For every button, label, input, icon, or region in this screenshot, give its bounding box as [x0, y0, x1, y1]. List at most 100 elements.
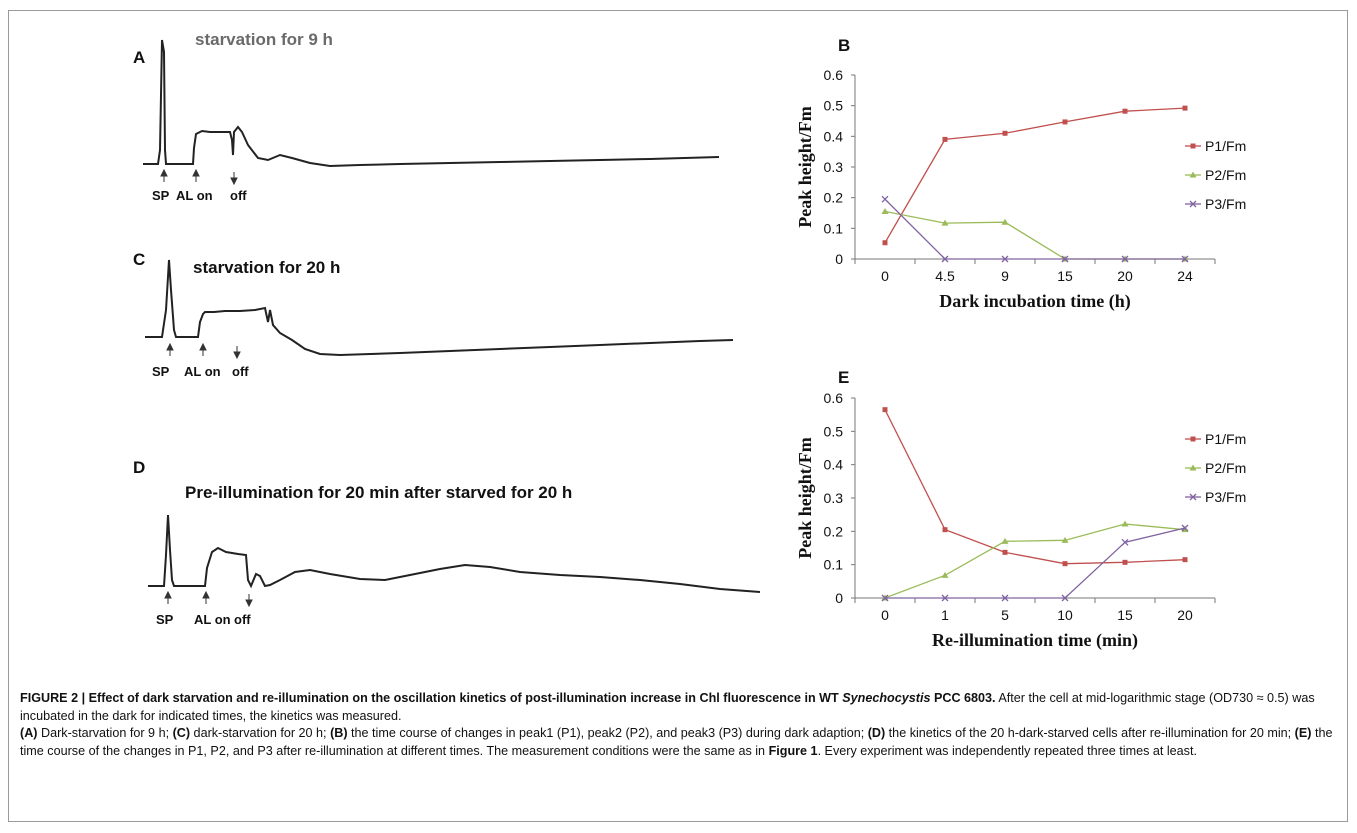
- legend-marker: [1189, 200, 1197, 208]
- y-tick-label: 0.3: [824, 490, 844, 506]
- caption-text-end: . Every experiment was independently rep…: [817, 743, 1197, 758]
- y-axis-title: Peak height/Fm: [795, 437, 815, 559]
- y-tick-label: 0.6: [824, 390, 844, 406]
- caption-text-a: Dark-starvation for 9 h;: [37, 726, 173, 740]
- data-point-p3-fm: [1061, 255, 1069, 263]
- y-tick-label: 0.2: [824, 523, 844, 539]
- y-tick-label: 0: [835, 590, 843, 606]
- fluorescence-trace-d: [148, 514, 761, 593]
- data-point-p1-fm: [1182, 105, 1188, 111]
- figure-frame: [8, 10, 1348, 822]
- series-line-p1-fm: [884, 409, 1186, 565]
- panel-d-trace: SP AL on off: [148, 514, 761, 627]
- data-point-p1-fm: [1002, 549, 1008, 555]
- marker-arrows-c: [166, 342, 241, 360]
- marker-off-d: off: [234, 612, 251, 627]
- chart-e-svg: 00.10.20.30.40.50.60 1 5 10 15 20Re-illuminat…: [795, 390, 1246, 651]
- x-axis-title: Dark incubation time (h): [939, 291, 1131, 312]
- series-line-p2-fm: [884, 210, 1185, 260]
- x-tick-label: 5: [1001, 607, 1009, 623]
- caption-figure-ref: Figure 1: [768, 743, 818, 758]
- x-tick-label: 24: [1177, 268, 1193, 284]
- x-axis-title: Re-illumination time (min): [932, 630, 1138, 651]
- legend-label: P2/Fm: [1205, 460, 1246, 476]
- panel-c-trace: SP AL on off: [145, 259, 734, 379]
- x-tick-label: 15: [1057, 268, 1073, 284]
- y-tick-label: 0.5: [824, 423, 844, 439]
- panel-letter-e: E: [838, 368, 850, 387]
- data-point-p1-fm: [1122, 108, 1128, 114]
- legend-label: P1/Fm: [1205, 431, 1246, 447]
- legend-marker: [1189, 464, 1197, 471]
- panel-letter-d: D: [133, 458, 146, 477]
- x-tick-label: 20: [1177, 607, 1193, 623]
- caption-ref-a: (A): [20, 726, 38, 740]
- data-point-p3-fm: [881, 594, 889, 602]
- legend-marker: [1189, 493, 1197, 501]
- y-tick-label: 0.1: [824, 220, 844, 236]
- data-point-p3-fm: [881, 195, 889, 203]
- data-point-p3-fm: [1001, 255, 1009, 263]
- data-point-p3-fm: [1061, 594, 1069, 602]
- series-line-p3-fm: [885, 527, 1186, 599]
- chart-b: 0 0.1 0.2 0.3 0.4 0.5 0.6 0 4.5 9 15 20 24 Dark incub…: [780, 60, 1300, 345]
- panel-a-title: starvation for 9 h: [195, 30, 333, 49]
- series-line-p3-fm: [884, 198, 1185, 260]
- marker-arrows-a: [160, 168, 238, 186]
- data-point-p3-fm: [941, 255, 949, 263]
- data-point-p3-fm: [1181, 255, 1189, 263]
- caption-text-b: the time course of changes in peak1 (P1)…: [347, 726, 868, 740]
- marker-sp-d: SP: [156, 612, 174, 627]
- panel-letter-c: C: [133, 250, 146, 269]
- caption-ref-e: (E): [1294, 726, 1312, 740]
- data-point-p2-fm: [941, 219, 949, 226]
- legend-label: P2/Fm: [1205, 167, 1246, 183]
- x-tick-label: 0: [881, 268, 889, 284]
- marker-off-a: off: [230, 188, 247, 203]
- caption-text-d: the kinetics of the 20 h-dark-starved ce…: [885, 726, 1295, 740]
- legend-marker: [1189, 171, 1197, 178]
- legend-label: P3/Fm: [1205, 196, 1246, 212]
- caption-heading: FIGURE 2 | Effect of dark starvation and…: [20, 691, 843, 705]
- marker-al-on-c: AL on: [184, 364, 221, 379]
- legend-marker: [1190, 436, 1196, 442]
- caption-text-e: the time course of the changes in P1, P2…: [20, 726, 1333, 758]
- data-point-p1-fm: [1062, 561, 1068, 567]
- data-point-p2-fm: [1121, 520, 1129, 527]
- x-tick-label: 0: [881, 607, 889, 623]
- chart-b-svg: 0 0.1 0.2 0.3 0.4 0.5 0.6 0 4.5 9 15 20 24 Dark incub…: [795, 67, 1246, 312]
- data-point-p3-fm: [1181, 524, 1189, 532]
- panel-letter-b: B: [838, 36, 851, 55]
- marker-al-on-d: AL on: [194, 612, 231, 627]
- data-point-p1-fm: [1122, 559, 1128, 565]
- data-point-p1-fm: [1062, 119, 1068, 125]
- y-tick-label: 0.4: [824, 128, 844, 144]
- data-point-p1-fm: [942, 136, 948, 142]
- data-point-p2-fm: [1061, 536, 1069, 543]
- marker-arrows-d: [164, 590, 253, 608]
- y-tick-label: 0.2: [824, 190, 844, 206]
- legend-marker: [1190, 143, 1196, 149]
- caption-text-1: After the cell at mid-logarithmic stage …: [20, 691, 1315, 723]
- data-point-p1-fm: [1002, 130, 1008, 136]
- data-point-p1-fm: [942, 527, 948, 533]
- figure-caption: FIGURE 2 | Effect of dark starvation and…: [20, 690, 1338, 760]
- y-axis-title: Peak height/Fm: [795, 106, 815, 228]
- y-tick-label: 0.6: [824, 67, 844, 83]
- data-point-p2-fm: [1001, 218, 1009, 225]
- data-point-p3-fm: [1121, 255, 1129, 263]
- data-point-p3-fm: [1121, 538, 1129, 546]
- data-point-p2-fm: [881, 207, 889, 214]
- y-tick-label: 0.3: [824, 159, 844, 175]
- y-tick-label: 0.1: [824, 557, 844, 573]
- panel-d-title: Pre-illumination for 20 min after starve…: [185, 483, 573, 502]
- caption-text-c: dark-starvation for 20 h;: [190, 726, 331, 740]
- chart-e: 0 0.1 0.2 0.3 0.4 0.5 0.6 0 1 5 10 15 20 Re-illuminat…: [780, 380, 1300, 675]
- fluorescence-trace-a: [143, 39, 720, 168]
- data-point-p3-fm: [1001, 594, 1009, 602]
- x-tick-label: 20: [1117, 268, 1133, 284]
- marker-al-on-a: AL on: [176, 188, 213, 203]
- panel-letter-a: A: [133, 48, 146, 67]
- fluorescence-trace-c: [145, 259, 734, 357]
- y-tick-label: 0.5: [824, 98, 844, 114]
